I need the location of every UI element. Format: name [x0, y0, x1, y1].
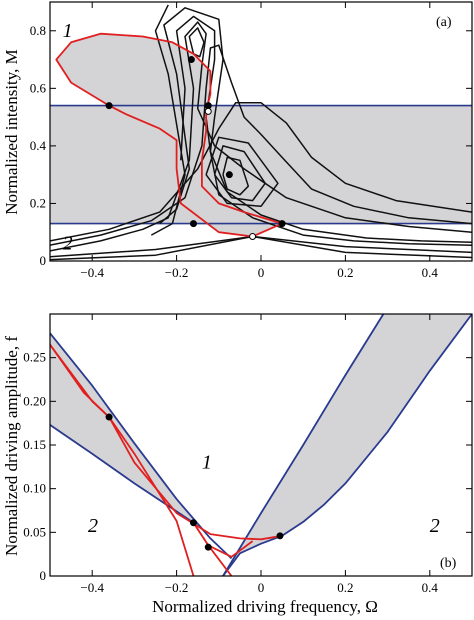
panel-b-points [105, 413, 284, 551]
xtick-label-0: −0.4 [80, 580, 104, 595]
point-0 [105, 102, 113, 110]
blue-curve-0 [50, 424, 195, 524]
blue-curve-3 [222, 314, 385, 576]
panel-a-label: (a) [436, 15, 452, 30]
red-curve-4 [50, 344, 195, 576]
ytick-label-0: 0 [40, 253, 47, 268]
shaded-band [50, 105, 472, 224]
ytick-label-5: 0.25 [23, 350, 46, 365]
ytick-label-1: 0.05 [23, 524, 46, 539]
ytick-label-1: 0.2 [30, 195, 46, 210]
panel-b-region-labels: 1 2 2 [88, 451, 440, 537]
panel-b-shaded-regions [50, 314, 472, 576]
red-curve-5 [50, 344, 283, 541]
blue-curve-2 [222, 314, 472, 576]
black-curve-9 [213, 145, 266, 202]
region-label-0: 1 [202, 451, 212, 473]
point-7 [249, 233, 257, 241]
red-curve-8 [192, 522, 210, 546]
xtick-label-2: 0 [258, 265, 265, 280]
ytick-label-4: 0.8 [30, 23, 46, 38]
xtick-label-1: −0.2 [165, 265, 189, 280]
xtick-label-3: 0.2 [337, 265, 353, 280]
blue-curve-1 [50, 332, 233, 560]
ytick-label-0: 0 [40, 568, 47, 583]
black-curve-4 [50, 21, 472, 252]
panel-a-ylabel: Normalized intensity, M [2, 49, 21, 215]
ytick-label-4: 0.20 [23, 393, 46, 408]
ytick-label-3: 0.6 [30, 80, 47, 95]
black-curve-10 [205, 136, 279, 208]
panel-a-curves [50, 4, 472, 261]
xtick-label-4: 0.4 [422, 580, 439, 595]
point-1 [187, 56, 195, 64]
xtick-label-3: 0.2 [337, 580, 353, 595]
black-curve-8 [222, 156, 250, 196]
panel-a-region-labels: 12 [63, 20, 73, 255]
panel-b: −0.4 −0.2 0 0.2 0.4 0 0.05 0.10 0.15 0.20 0.25 (b)… [2, 313, 473, 616]
black-curve-1 [150, 4, 186, 236]
region-label-1: 2 [63, 233, 73, 255]
xtick-label-1: −0.2 [165, 580, 189, 595]
point-1 [189, 519, 197, 527]
point-2 [204, 543, 212, 551]
region-label-1: 2 [88, 515, 98, 537]
red-curve-6 [192, 522, 233, 576]
red-curve-0 [55, 32, 283, 238]
xtick-label-4: 0.4 [422, 265, 439, 280]
region-label-2: 2 [430, 515, 440, 537]
panel-b-xlabel: Normalized driving frequency, Ω [152, 597, 378, 616]
black-curve-6 [50, 101, 472, 242]
point-3 [189, 220, 197, 228]
panel-b-label: (b) [440, 556, 457, 571]
panel-b-ticks: −0.4 −0.2 0 0.2 0.4 0 0.05 0.10 0.15 0.20 0.25 [23, 314, 472, 595]
panel-a-points [105, 56, 286, 241]
panel-a: −0.4 −0.2 0 0.2 0.4 0 0.2 0.4 0.6 0.8 (a) Normali… [2, 1, 473, 280]
black-curve-5 [50, 44, 472, 246]
point-6 [204, 107, 212, 115]
point-4 [225, 171, 233, 179]
shaded-loop [56, 33, 283, 237]
ytick-label-2: 0.4 [30, 138, 47, 153]
red-curve-7 [207, 540, 254, 558]
panel-b-ylabel: Normalized driving amplitude, f [2, 336, 21, 556]
xtick-label-2: 0 [258, 580, 265, 595]
shaded-left-wedge [50, 333, 232, 559]
panel-a-ticks: −0.4 −0.2 0 0.2 0.4 0 0.2 0.4 0.6 0.8 [30, 2, 472, 280]
point-0 [105, 413, 113, 421]
point-5 [278, 220, 286, 228]
panel-a-shaded-regions [50, 33, 472, 237]
black-curve-3 [175, 15, 472, 244]
point-2 [204, 102, 212, 110]
ytick-label-3: 0.15 [23, 437, 46, 452]
xtick-label-0: −0.4 [80, 265, 104, 280]
point-3 [276, 532, 284, 540]
black-curve-7 [188, 27, 205, 58]
region-label-0: 1 [63, 20, 73, 42]
shaded-right-wedge [223, 314, 472, 576]
ytick-label-2: 0.10 [23, 481, 46, 496]
panel-b-curves [50, 314, 472, 576]
